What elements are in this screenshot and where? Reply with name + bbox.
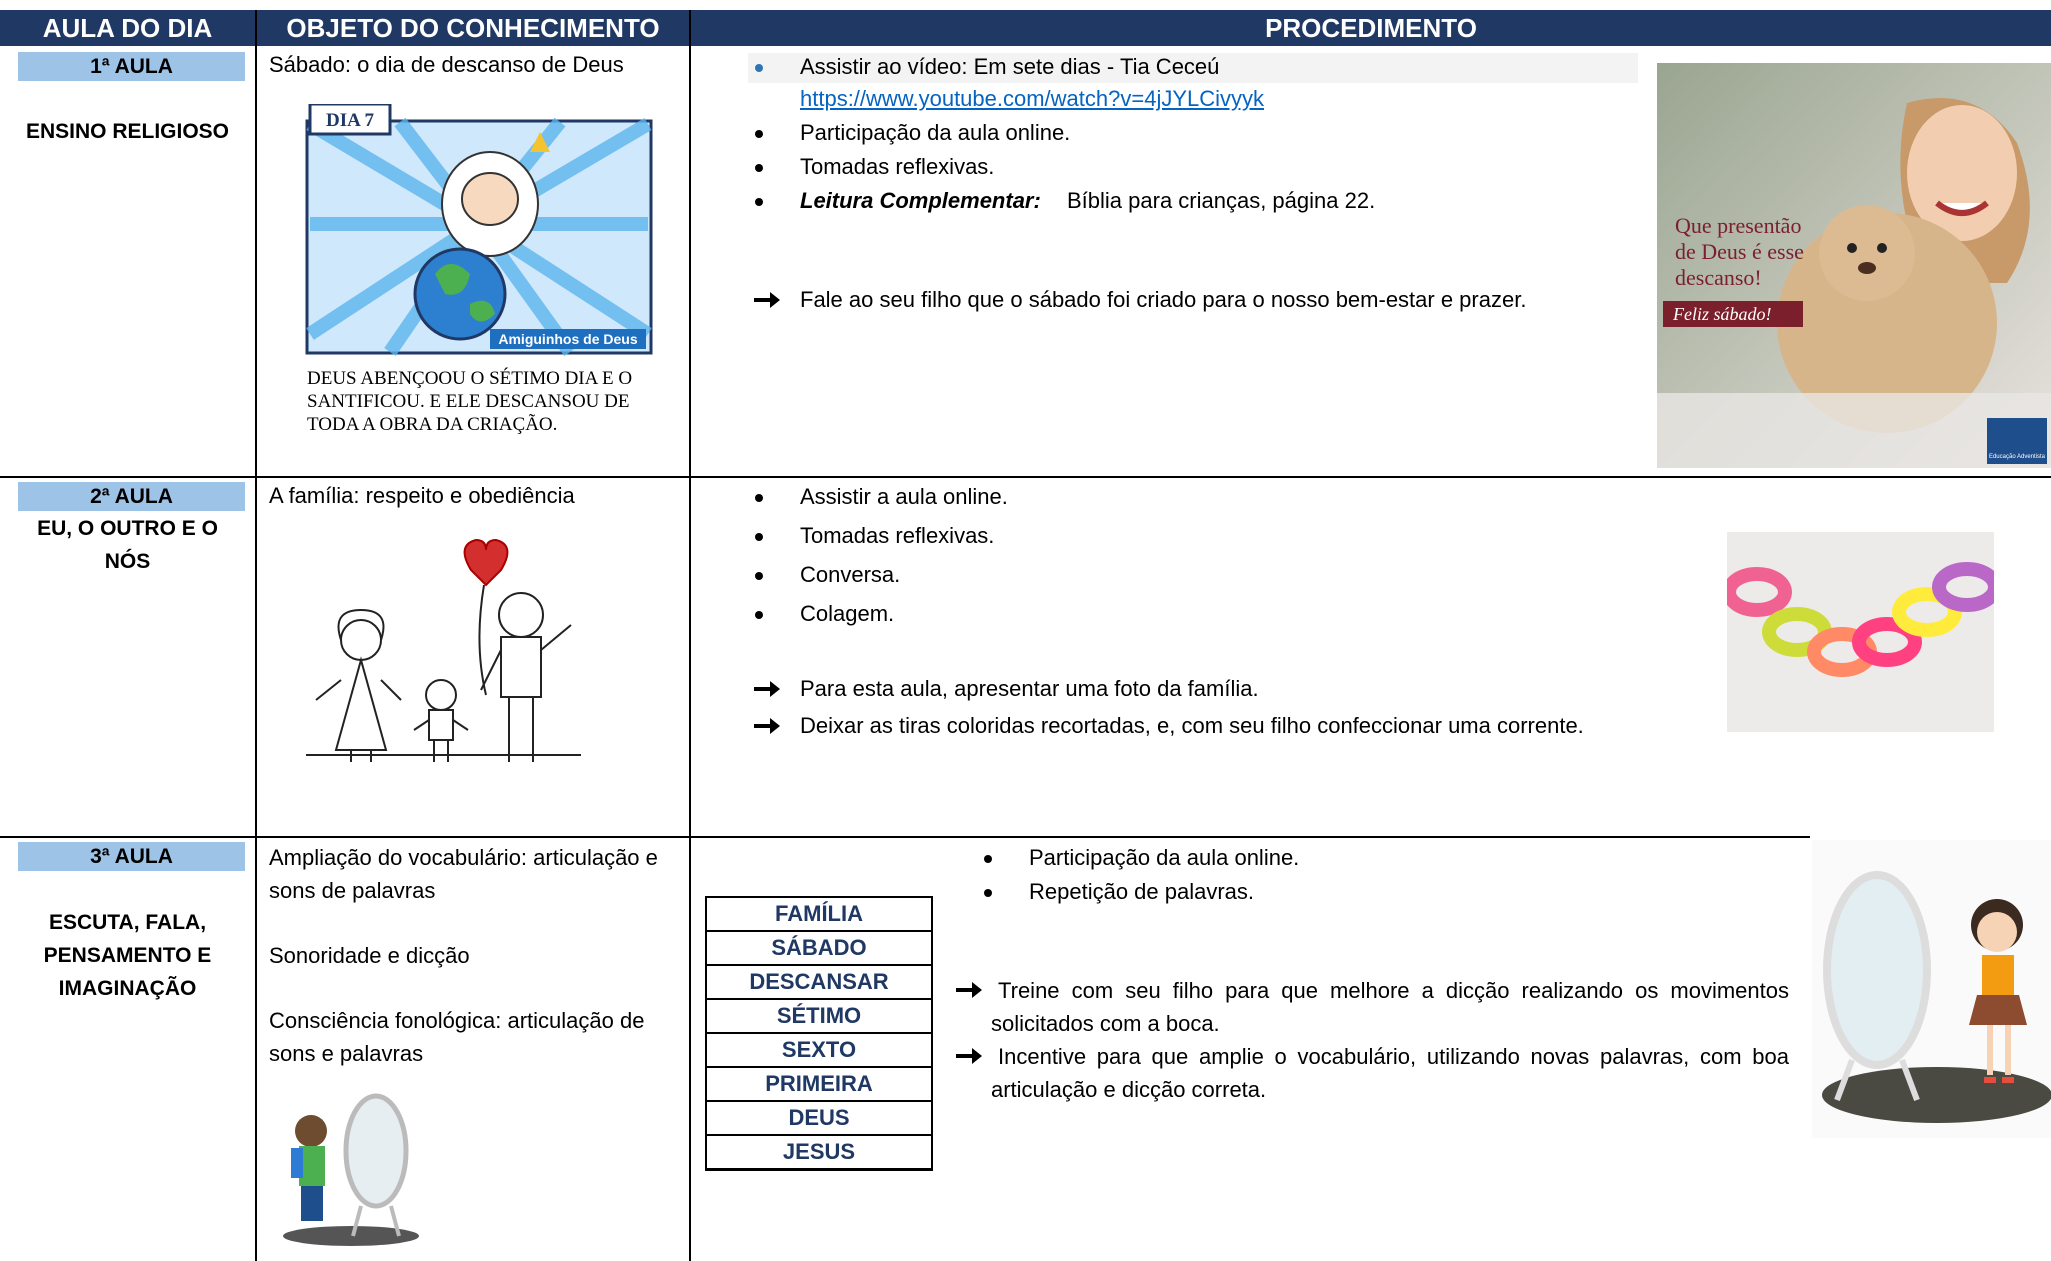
photo-text: Que presentão [1675, 213, 1801, 238]
column-header: AULA DO DIA [0, 10, 255, 46]
procedure-item: Colagem. [800, 601, 895, 626]
photo-banner: Feliz sábado! [1672, 304, 1772, 324]
lesson-subject: IMAGINAÇÃO [58, 977, 197, 1000]
lesson-number: 2ª AULA [18, 482, 245, 511]
girl-photo: Que presentão de Deus é esse descanso! F… [1657, 63, 2051, 468]
bullet [984, 855, 992, 863]
bullet [984, 889, 992, 897]
reading-text: Bíblia para crianças, página 22. [1067, 188, 1376, 213]
word-cell: SÁBADO [705, 931, 933, 965]
knowledge-object: Sonoridade e dicção [269, 943, 470, 968]
bullet [755, 533, 763, 541]
knowledge-object: Consciência fonológica: articulação de s… [269, 1008, 645, 1066]
video-text: Assistir ao vídeo: Em sete dias - Tia Ce… [800, 54, 1220, 79]
procedure-note: Para esta aula, apresentar uma foto da f… [800, 676, 1259, 701]
family-drawing [306, 538, 581, 762]
knowledge-object: A família: respeito e obediência [269, 483, 575, 508]
arrow [754, 681, 780, 697]
illustration-label: DIA 7 [326, 110, 375, 131]
word-cell: PRIMEIRA [705, 1067, 933, 1101]
procedure-item: Participação da aula online. [1029, 845, 1300, 870]
column-header: OBJETO DO CONHECIMENTO [257, 10, 689, 46]
procedure-item: Repetição de palavras. [1029, 879, 1255, 904]
lesson-number: 1ª AULA [18, 52, 245, 81]
procedure-note: Fale ao seu filho que o sábado foi criad… [800, 287, 1527, 312]
procedure-item: Participação da aula online. [800, 120, 1071, 145]
video-link[interactable]: https://www.youtube.com/watch?v=4jJYLCiv… [800, 86, 1265, 111]
boy-mirror-drawing [283, 1093, 419, 1246]
column-border [255, 10, 257, 1261]
word-cell: DEUS [705, 1101, 933, 1135]
illustration-caption: TODA A OBRA DA CRIAÇÃO. [307, 414, 558, 435]
word-cell: JESUS [705, 1135, 933, 1169]
procedure-note: Deixar as tiras coloridas recortadas, e,… [800, 713, 1584, 738]
procedure-item: Tomadas reflexivas. [800, 523, 995, 548]
illustration-caption: DEUS ABENÇOOU O SÉTIMO DIA E O [307, 368, 633, 389]
bullet [755, 164, 763, 172]
girl-mirror-drawing [1812, 840, 2051, 1138]
word-cell: SEXTO [705, 1033, 933, 1067]
paper-chain-photo [1727, 532, 1994, 732]
column-border [689, 10, 691, 1261]
knowledge-object: Sábado: o dia de descanso de Deus [269, 52, 624, 77]
word-table-border [705, 1169, 933, 1171]
bullet [755, 198, 763, 206]
knowledge-object: Ampliação do vocabulário: articulação e … [269, 845, 658, 903]
procedure-note: Treine com seu filho para que melhore a … [991, 978, 1789, 1036]
row-border [0, 836, 1810, 838]
bullet [755, 572, 763, 580]
dia7-illustration: DIA 7 Amiguinhos de Deus [305, 104, 653, 357]
video-highlight [748, 53, 1638, 83]
procedure-note: Incentive para que amplie o vocabulário,… [991, 1044, 1789, 1102]
illustration-caption: SANTIFICOU. E ELE DESCANSOU DE [307, 391, 630, 412]
bullet [755, 494, 763, 502]
lesson-subject: EU, O OUTRO E O [37, 517, 218, 540]
reading-label: Leitura Complementar: [800, 188, 1041, 213]
column-header: PROCEDIMENTO [691, 10, 2051, 46]
row-border [0, 476, 2051, 478]
procedure-item: Conversa. [800, 562, 901, 587]
bullet [755, 64, 763, 72]
arrow [754, 292, 780, 308]
photo-text: descanso! [1675, 265, 1762, 290]
bullet [755, 611, 763, 619]
photo-logo: Educação Adventista [1989, 454, 2046, 460]
photo-text: de Deus é esse [1675, 239, 1804, 264]
lesson-subject: ESCUTA, FALA, [48, 911, 207, 934]
lesson-subject: PENSAMENTO E [43, 944, 212, 967]
word-cell: DESCANSAR [705, 965, 933, 999]
procedure-item: Assistir a aula online. [800, 484, 1008, 509]
lesson-subject: NÓS [104, 550, 151, 573]
illustration-brand: Amiguinhos de Deus [498, 331, 637, 347]
word-cell: FAMÍLIA [705, 897, 933, 931]
lesson-number: 3ª AULA [18, 842, 245, 871]
arrow [754, 718, 780, 734]
bullet [755, 130, 763, 138]
word-cell: SÉTIMO [705, 999, 933, 1033]
procedure-item: Tomadas reflexivas. [800, 154, 995, 179]
lesson-subject: ENSINO RELIGIOSO [25, 120, 230, 143]
arrow [956, 982, 982, 998]
arrow [956, 1048, 982, 1064]
